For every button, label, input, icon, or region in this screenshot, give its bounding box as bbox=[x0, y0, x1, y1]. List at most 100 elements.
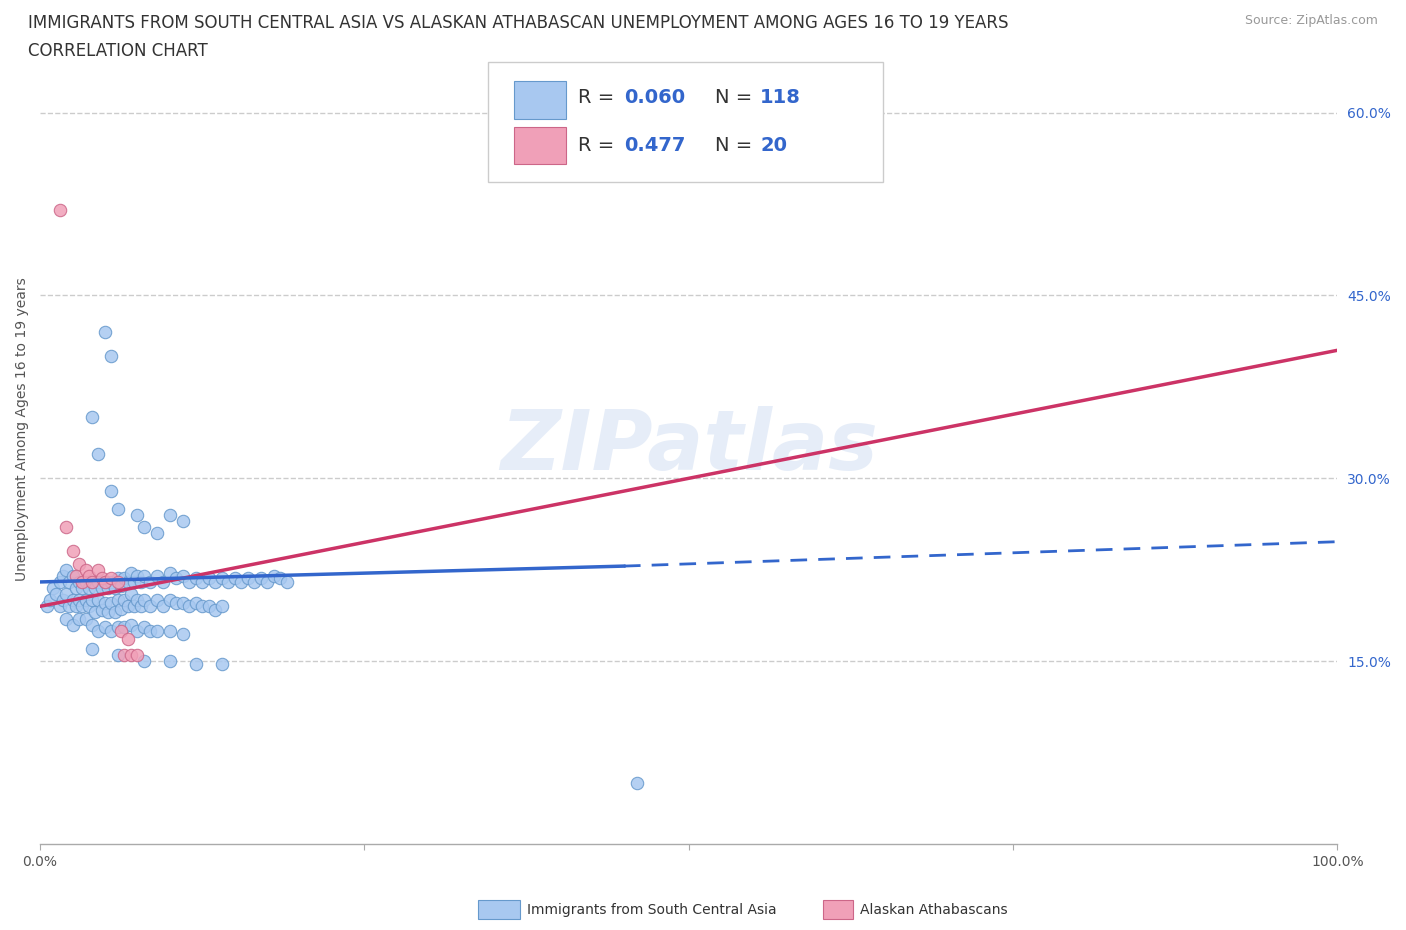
Point bbox=[62, 568, 84, 583]
Point bbox=[236, 571, 259, 586]
Point bbox=[117, 575, 139, 590]
Point bbox=[48, 203, 70, 218]
Point bbox=[107, 501, 129, 516]
Point bbox=[94, 325, 117, 339]
Point bbox=[204, 575, 226, 590]
Point bbox=[104, 605, 127, 620]
Point bbox=[87, 592, 110, 607]
Point bbox=[139, 599, 162, 614]
Point bbox=[65, 599, 87, 614]
Text: N =: N = bbox=[714, 136, 758, 154]
Point bbox=[152, 575, 174, 590]
Point bbox=[97, 580, 120, 595]
Point bbox=[94, 575, 117, 590]
Point bbox=[132, 568, 155, 583]
Point bbox=[39, 592, 62, 607]
Point bbox=[55, 563, 77, 578]
Text: ZIPatlas: ZIPatlas bbox=[499, 405, 877, 486]
Point bbox=[70, 575, 93, 590]
Text: Alaskan Athabascans: Alaskan Athabascans bbox=[860, 902, 1008, 917]
Point bbox=[62, 618, 84, 632]
Text: IMMIGRANTS FROM SOUTH CENTRAL ASIA VS ALASKAN ATHABASCAN UNEMPLOYMENT AMONG AGES: IMMIGRANTS FROM SOUTH CENTRAL ASIA VS AL… bbox=[28, 14, 1008, 32]
Point bbox=[120, 618, 142, 632]
Point bbox=[70, 580, 93, 595]
Point bbox=[172, 627, 194, 642]
Point bbox=[58, 599, 80, 614]
Point bbox=[263, 568, 285, 583]
Point bbox=[94, 595, 117, 610]
Point bbox=[87, 623, 110, 638]
Point bbox=[184, 571, 207, 586]
Point bbox=[197, 571, 219, 586]
Point bbox=[224, 571, 246, 586]
Point bbox=[626, 776, 648, 790]
Point bbox=[58, 575, 80, 590]
Text: R =: R = bbox=[578, 136, 621, 154]
Point bbox=[65, 568, 87, 583]
Point bbox=[67, 575, 90, 590]
Point bbox=[80, 592, 103, 607]
Text: CORRELATION CHART: CORRELATION CHART bbox=[28, 42, 208, 60]
Point bbox=[132, 654, 155, 669]
Point bbox=[100, 571, 122, 586]
Point bbox=[75, 611, 97, 626]
Point bbox=[146, 525, 169, 540]
Point bbox=[35, 599, 58, 614]
Point bbox=[79, 568, 101, 583]
Point bbox=[100, 349, 122, 364]
Point bbox=[100, 623, 122, 638]
Point bbox=[83, 605, 105, 620]
Point bbox=[55, 611, 77, 626]
Point bbox=[65, 580, 87, 595]
Point bbox=[62, 544, 84, 559]
Point bbox=[55, 587, 77, 602]
Point bbox=[104, 580, 127, 595]
Point bbox=[114, 592, 136, 607]
Point bbox=[159, 508, 181, 523]
Point bbox=[120, 566, 142, 581]
Point bbox=[52, 592, 75, 607]
Point bbox=[107, 592, 129, 607]
Point bbox=[172, 513, 194, 528]
Point bbox=[83, 580, 105, 595]
Point bbox=[165, 571, 187, 586]
Point bbox=[120, 647, 142, 662]
Point bbox=[110, 578, 132, 593]
Point bbox=[67, 592, 90, 607]
Point bbox=[114, 619, 136, 634]
Text: 0.477: 0.477 bbox=[624, 136, 685, 154]
Point bbox=[127, 647, 149, 662]
Point bbox=[97, 605, 120, 620]
Point bbox=[172, 568, 194, 583]
Point bbox=[100, 483, 122, 498]
Point bbox=[91, 571, 114, 586]
Point bbox=[269, 571, 291, 586]
Point bbox=[165, 595, 187, 610]
Point bbox=[91, 580, 114, 595]
Point bbox=[42, 580, 65, 595]
Point bbox=[79, 580, 101, 595]
Text: N =: N = bbox=[714, 88, 758, 107]
Point bbox=[127, 508, 149, 523]
Point bbox=[211, 571, 233, 586]
Point bbox=[87, 563, 110, 578]
Point bbox=[146, 592, 169, 607]
Point bbox=[211, 599, 233, 614]
Point bbox=[191, 575, 214, 590]
Point bbox=[55, 520, 77, 535]
Point bbox=[91, 603, 114, 618]
Point bbox=[834, 99, 856, 113]
Point bbox=[107, 571, 129, 586]
Text: Source: ZipAtlas.com: Source: ZipAtlas.com bbox=[1244, 14, 1378, 27]
Point bbox=[132, 592, 155, 607]
Point bbox=[120, 587, 142, 602]
Point bbox=[184, 657, 207, 671]
Point bbox=[87, 575, 110, 590]
Point bbox=[129, 575, 152, 590]
Point bbox=[52, 568, 75, 583]
Text: Immigrants from South Central Asia: Immigrants from South Central Asia bbox=[527, 902, 778, 917]
Point bbox=[184, 595, 207, 610]
Point bbox=[94, 575, 117, 590]
Point bbox=[243, 575, 266, 590]
Point bbox=[256, 575, 278, 590]
